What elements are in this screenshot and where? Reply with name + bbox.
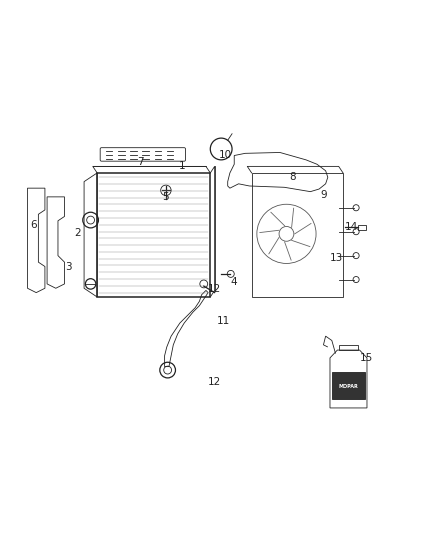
Text: 6: 6 bbox=[31, 220, 37, 230]
Text: 1: 1 bbox=[179, 161, 185, 172]
Text: 13: 13 bbox=[330, 253, 343, 263]
Bar bbox=[252, 173, 343, 297]
Text: 12: 12 bbox=[208, 377, 221, 387]
Text: 15: 15 bbox=[360, 353, 373, 363]
Bar bbox=[332, 372, 365, 399]
Bar bbox=[97, 173, 210, 297]
Text: 2: 2 bbox=[74, 228, 81, 238]
Text: 3: 3 bbox=[66, 262, 72, 272]
Text: 10: 10 bbox=[219, 150, 232, 160]
Text: 9: 9 bbox=[320, 190, 327, 200]
Text: 4: 4 bbox=[231, 277, 237, 287]
Text: 11: 11 bbox=[217, 316, 230, 326]
Text: MOPAR: MOPAR bbox=[339, 384, 358, 389]
Bar bbox=[358, 225, 366, 230]
Bar bbox=[339, 345, 358, 350]
Text: 14: 14 bbox=[345, 222, 358, 232]
Text: 7: 7 bbox=[138, 157, 144, 167]
Text: 5: 5 bbox=[162, 192, 169, 202]
Text: 12: 12 bbox=[208, 284, 221, 294]
Text: 8: 8 bbox=[290, 172, 296, 182]
